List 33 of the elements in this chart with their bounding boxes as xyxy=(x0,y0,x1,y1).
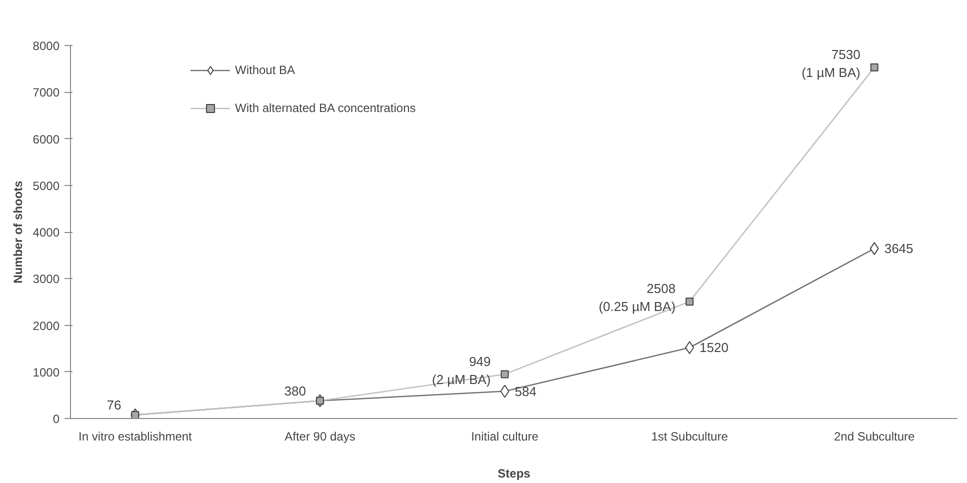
point xyxy=(686,298,694,306)
annotation: 76 xyxy=(106,397,122,412)
point xyxy=(500,384,510,398)
y-tick-label: 8000 xyxy=(32,39,60,53)
annotation: 949 (2 µM BA) xyxy=(432,354,491,387)
point xyxy=(685,341,694,354)
annotation: 7530 (1 µM BA) xyxy=(802,46,860,80)
annotation: 3645 xyxy=(884,241,914,256)
y-tick-label: 1000 xyxy=(32,365,60,380)
y-tick-label: 5000 xyxy=(32,178,60,193)
annotation: 584 xyxy=(514,384,536,399)
y-tick-label: 6000 xyxy=(32,132,60,146)
legend-label: With alternated BA concentrations xyxy=(235,101,416,115)
annotation: 2508 (0.25 µM BA) xyxy=(598,281,676,314)
y-tick-label: 0 xyxy=(52,412,60,426)
x-tick-label: 2nd Subculture xyxy=(834,430,916,444)
point xyxy=(131,410,140,418)
y-tick-label: 4000 xyxy=(32,226,60,240)
y-tick-label: 3000 xyxy=(32,272,60,286)
point xyxy=(870,63,878,72)
legend-label: Without BA xyxy=(235,63,296,77)
y-axis-title: Number of shoots xyxy=(10,180,25,284)
y-tick-label: 2000 xyxy=(32,318,60,333)
x-tick-label: In vitro establishment xyxy=(78,430,193,444)
x-tick-label: Initial culture xyxy=(471,430,539,444)
x-axis-title: Steps xyxy=(498,466,531,480)
x-tick-label: After 90 days xyxy=(284,430,356,444)
annotation: 1520 xyxy=(700,340,728,356)
x-tick-label: 1st Subculture xyxy=(651,430,728,444)
annotation: 380 xyxy=(284,383,306,398)
point xyxy=(870,242,879,256)
point xyxy=(500,370,509,378)
y-tick-label: 7000 xyxy=(32,86,60,100)
